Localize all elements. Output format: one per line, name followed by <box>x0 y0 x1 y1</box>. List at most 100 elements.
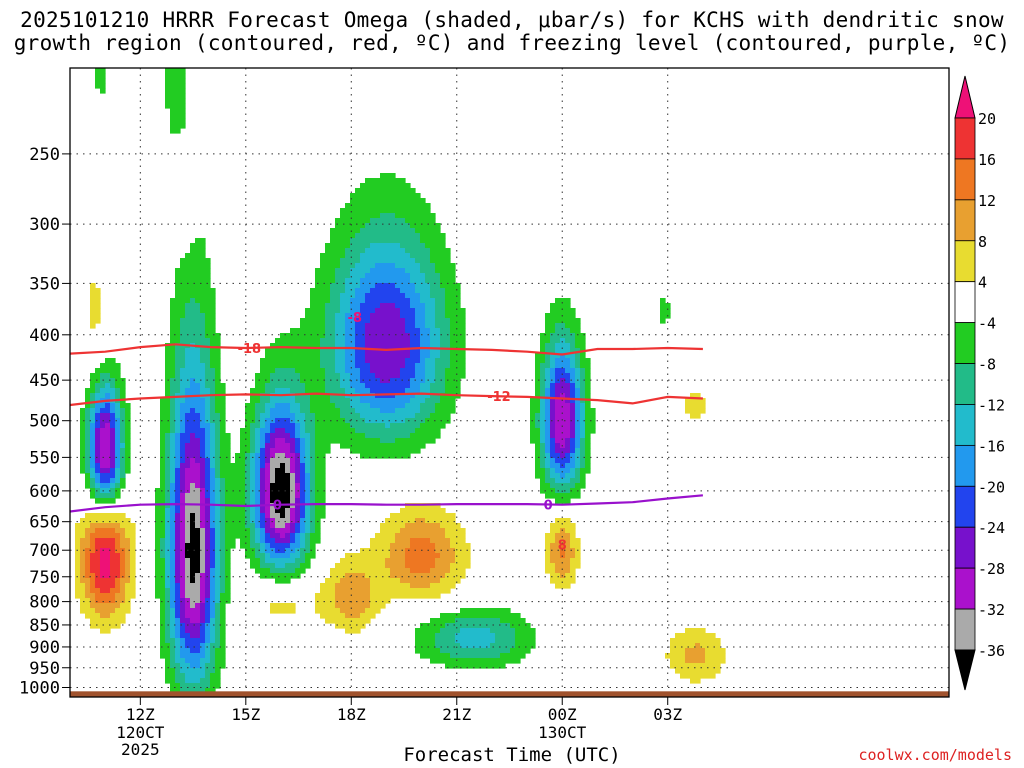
omega-cell <box>545 568 556 574</box>
omega-cell <box>575 373 581 379</box>
omega-cell <box>100 553 111 559</box>
omega-cell <box>220 608 226 614</box>
omega-cell <box>540 343 546 349</box>
omega-cell <box>355 288 371 294</box>
omega-cell <box>125 588 136 594</box>
omega-cell <box>560 553 566 559</box>
omega-cell <box>220 553 226 559</box>
omega-cell <box>200 618 206 624</box>
omega-cell <box>390 543 411 549</box>
omega-cell <box>260 418 266 424</box>
omega-cell <box>190 603 196 609</box>
omega-cell <box>90 288 101 294</box>
omega-cell <box>210 633 216 639</box>
omega-cell <box>315 513 326 519</box>
omega-cell <box>575 453 581 459</box>
omega-cell <box>175 463 181 469</box>
omega-cell <box>90 443 96 449</box>
omega-cell <box>540 388 546 394</box>
omega-cell <box>185 503 201 509</box>
omega-cell <box>125 418 131 424</box>
omega-cell <box>100 463 111 469</box>
omega-cell <box>185 418 201 424</box>
omega-cell <box>290 473 296 479</box>
omega-cell <box>190 513 196 519</box>
omega-cell <box>155 543 161 549</box>
omega-cell <box>75 583 86 589</box>
omega-cell <box>120 603 131 609</box>
omega-cell <box>185 508 201 514</box>
omega-cell <box>425 278 441 284</box>
omega-cell <box>270 553 291 559</box>
omega-cell <box>420 358 426 364</box>
omega-cell <box>325 243 351 249</box>
omega-cell <box>300 433 311 439</box>
omega-cell <box>220 418 226 424</box>
omega-cell <box>455 633 496 639</box>
omega-cell <box>110 483 116 489</box>
omega-cell <box>500 618 526 624</box>
omega-cell <box>435 308 446 314</box>
omega-cell <box>165 373 176 379</box>
omega-cell <box>165 363 176 369</box>
omega-cell <box>200 603 206 609</box>
omega-cell <box>320 353 336 359</box>
omega-cell <box>410 433 441 439</box>
omega-cell <box>185 348 201 354</box>
omega-cell <box>555 393 561 399</box>
omega-cell <box>170 443 176 449</box>
omega-cell <box>550 368 556 374</box>
omega-cell <box>420 233 446 239</box>
omega-cell <box>215 563 221 569</box>
omega-cell <box>310 298 331 304</box>
omega-cell <box>180 603 186 609</box>
omega-cell <box>535 453 541 459</box>
x-tick-sublabel: 120CT <box>116 723 165 742</box>
omega-cell <box>360 278 411 284</box>
omega-cell <box>445 373 466 379</box>
omega-cell <box>570 418 576 424</box>
omega-cell <box>375 533 396 539</box>
omega-cell <box>400 288 416 294</box>
omega-cell <box>160 543 166 549</box>
omega-cell <box>350 383 366 389</box>
omega-cell <box>100 363 121 369</box>
omega-cell <box>565 573 576 579</box>
omega-cell <box>545 388 551 394</box>
omega-cell <box>340 208 431 214</box>
omega-cell <box>305 518 311 524</box>
omega-cell <box>270 373 301 379</box>
omega-cell <box>220 523 226 529</box>
omega-cell <box>380 378 391 384</box>
omega-cell <box>80 543 91 549</box>
omega-cell <box>210 338 221 344</box>
omega-cell <box>435 358 451 364</box>
omega-cell <box>425 323 436 329</box>
omega-cell <box>225 533 251 539</box>
omega-cell <box>300 448 306 454</box>
omega-cell <box>210 623 216 629</box>
omega-cell <box>125 463 131 469</box>
omega-cell <box>120 563 126 569</box>
omega-cell <box>115 428 121 434</box>
omega-cell <box>170 108 186 114</box>
y-tick-label: 600 <box>29 482 60 502</box>
omega-cell <box>355 388 371 394</box>
omega-cell <box>420 298 436 304</box>
omega-cell <box>90 298 101 304</box>
omega-cell <box>205 588 211 594</box>
omega-cell <box>395 303 411 309</box>
omega-cell <box>365 573 391 579</box>
omega-cell <box>90 453 96 459</box>
omega-cell <box>290 408 301 414</box>
omega-cell <box>90 463 96 469</box>
omega-cell <box>210 653 216 659</box>
omega-cell <box>235 458 246 464</box>
omega-cell <box>220 618 226 624</box>
omega-cell <box>580 413 586 419</box>
omega-cell <box>585 398 591 404</box>
omega-cell <box>295 558 306 564</box>
omega-cell <box>275 523 286 529</box>
omega-cell <box>165 548 171 554</box>
omega-cell <box>570 448 576 454</box>
